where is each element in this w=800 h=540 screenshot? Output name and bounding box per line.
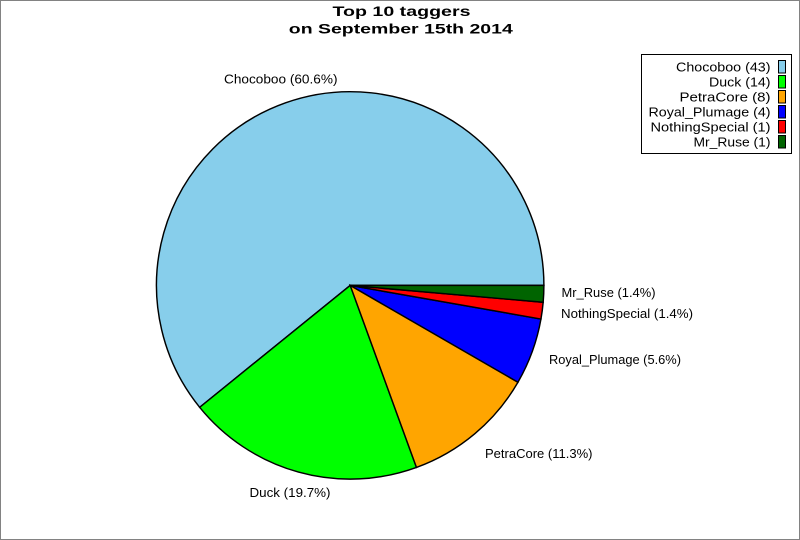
svg-text:Royal_Plumage (5.6%): Royal_Plumage (5.6%)	[549, 352, 681, 367]
svg-text:Top 10 taggers: Top 10 taggers	[333, 3, 471, 19]
svg-text:Chocoboo (43): Chocoboo (43)	[676, 59, 771, 74]
svg-text:Royal_Plumage (4): Royal_Plumage (4)	[649, 104, 771, 119]
svg-text:PetraCore (8): PetraCore (8)	[680, 89, 771, 104]
svg-text:NothingSpecial (1): NothingSpecial (1)	[651, 119, 771, 134]
svg-text:Mr_Ruse (1.4%): Mr_Ruse (1.4%)	[562, 285, 656, 300]
svg-text:Mr_Ruse (1): Mr_Ruse (1)	[694, 134, 771, 149]
svg-text:on September 15th 2014: on September 15th 2014	[289, 21, 513, 37]
svg-text:Duck (14): Duck (14)	[709, 74, 771, 89]
svg-text:NothingSpecial (1.4%): NothingSpecial (1.4%)	[561, 306, 693, 321]
svg-text:Chocoboo (60.6%): Chocoboo (60.6%)	[224, 71, 338, 86]
svg-text:PetraCore (11.3%): PetraCore (11.3%)	[485, 446, 593, 461]
svg-text:Duck (19.7%): Duck (19.7%)	[250, 485, 331, 500]
